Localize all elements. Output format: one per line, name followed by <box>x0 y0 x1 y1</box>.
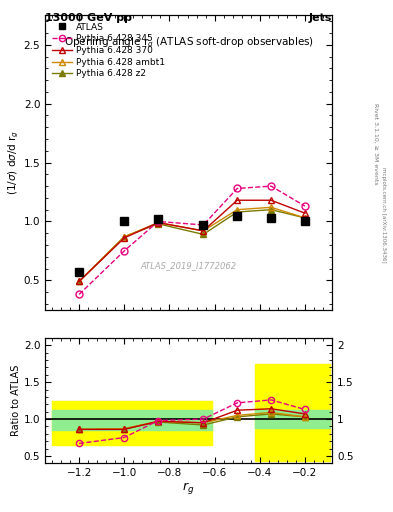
Text: Opening angle r$_g$ (ATLAS soft-drop observables): Opening angle r$_g$ (ATLAS soft-drop obs… <box>64 36 314 50</box>
Text: Rivet 3.1.10, ≥ 3M events: Rivet 3.1.10, ≥ 3M events <box>373 102 378 184</box>
Text: 13000 GeV pp: 13000 GeV pp <box>45 13 132 23</box>
X-axis label: $r_g$: $r_g$ <box>182 480 195 496</box>
Y-axis label: $(1/\sigma)$ d$\sigma$/d r$_g$: $(1/\sigma)$ d$\sigma$/d r$_g$ <box>7 130 21 195</box>
Text: ATLAS_2019_I1772062: ATLAS_2019_I1772062 <box>141 261 237 270</box>
Text: mcplots.cern.ch [arXiv:1306.3436]: mcplots.cern.ch [arXiv:1306.3436] <box>381 167 386 263</box>
Y-axis label: Ratio to ATLAS: Ratio to ATLAS <box>11 365 21 436</box>
Text: Jets: Jets <box>309 13 332 23</box>
Legend: ATLAS, Pythia 6.428 345, Pythia 6.428 370, Pythia 6.428 ambt1, Pythia 6.428 z2: ATLAS, Pythia 6.428 345, Pythia 6.428 37… <box>50 20 167 81</box>
